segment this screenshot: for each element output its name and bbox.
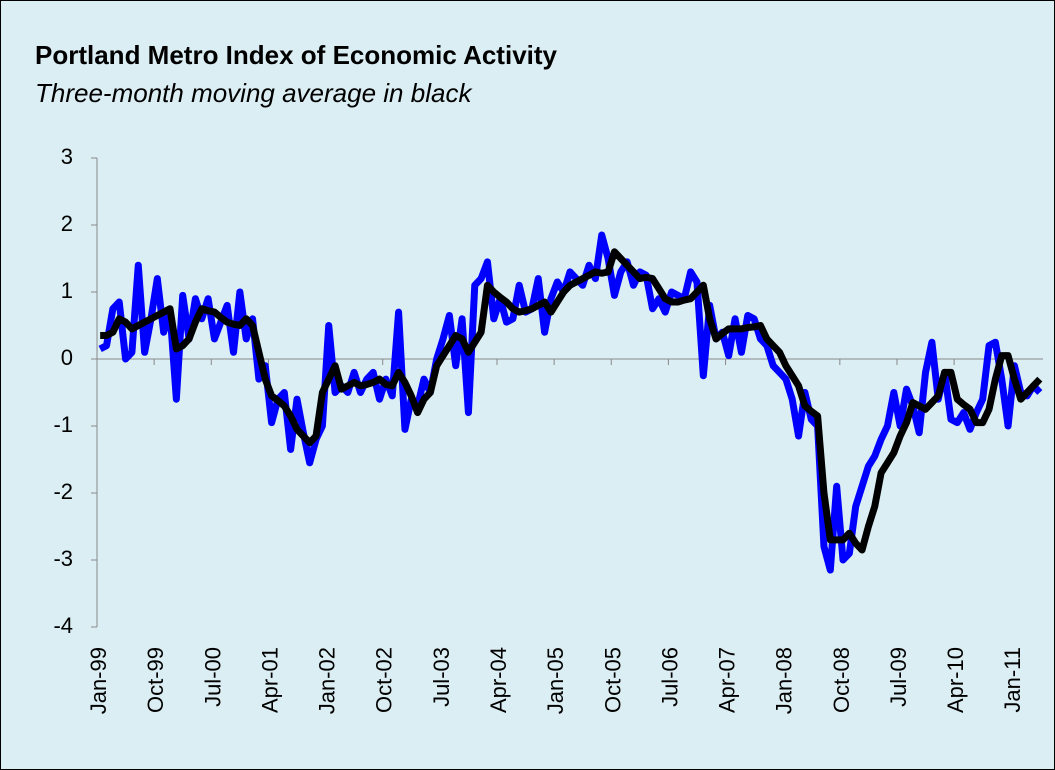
- x-tick-label: Oct-99: [143, 647, 168, 713]
- x-tick-label: Apr-10: [943, 647, 968, 713]
- x-tick-label: Oct-02: [372, 647, 397, 713]
- x-tick-label: Apr-07: [715, 647, 740, 713]
- x-tick-label: Jan-05: [543, 647, 568, 714]
- x-tick-label: Oct-05: [600, 647, 625, 713]
- x-tick-label: Jul-06: [657, 647, 682, 707]
- y-tick-label: -4: [53, 613, 73, 638]
- y-tick-label: -3: [53, 546, 73, 571]
- x-tick-label: Apr-04: [486, 647, 511, 713]
- data-line: [98, 231, 1043, 574]
- data-line: [100, 248, 1043, 554]
- y-tick-label: -2: [53, 479, 73, 504]
- x-tick-label: Jul-03: [429, 647, 454, 707]
- x-tick-label: Jul-00: [200, 647, 225, 707]
- y-tick-label: 0: [61, 345, 73, 370]
- x-tick-label: Jan-02: [315, 647, 340, 714]
- x-tick-label: Oct-08: [829, 647, 854, 713]
- y-tick-label: 2: [61, 211, 73, 236]
- y-tick-label: 3: [61, 144, 73, 169]
- x-tick-label: Jan-11: [1000, 647, 1025, 713]
- chart-subtitle: Three-month moving average in black: [35, 78, 473, 108]
- chart-title: Portland Metro Index of Economic Activit…: [35, 40, 558, 70]
- x-tick-label: Apr-01: [257, 647, 282, 713]
- x-tick-label: Jan-08: [772, 647, 797, 714]
- y-tick-label: -1: [53, 412, 73, 437]
- y-tick-label: 1: [61, 278, 73, 303]
- x-tick-label: Jul-09: [886, 647, 911, 707]
- x-tick-label: Jan-99: [86, 647, 111, 714]
